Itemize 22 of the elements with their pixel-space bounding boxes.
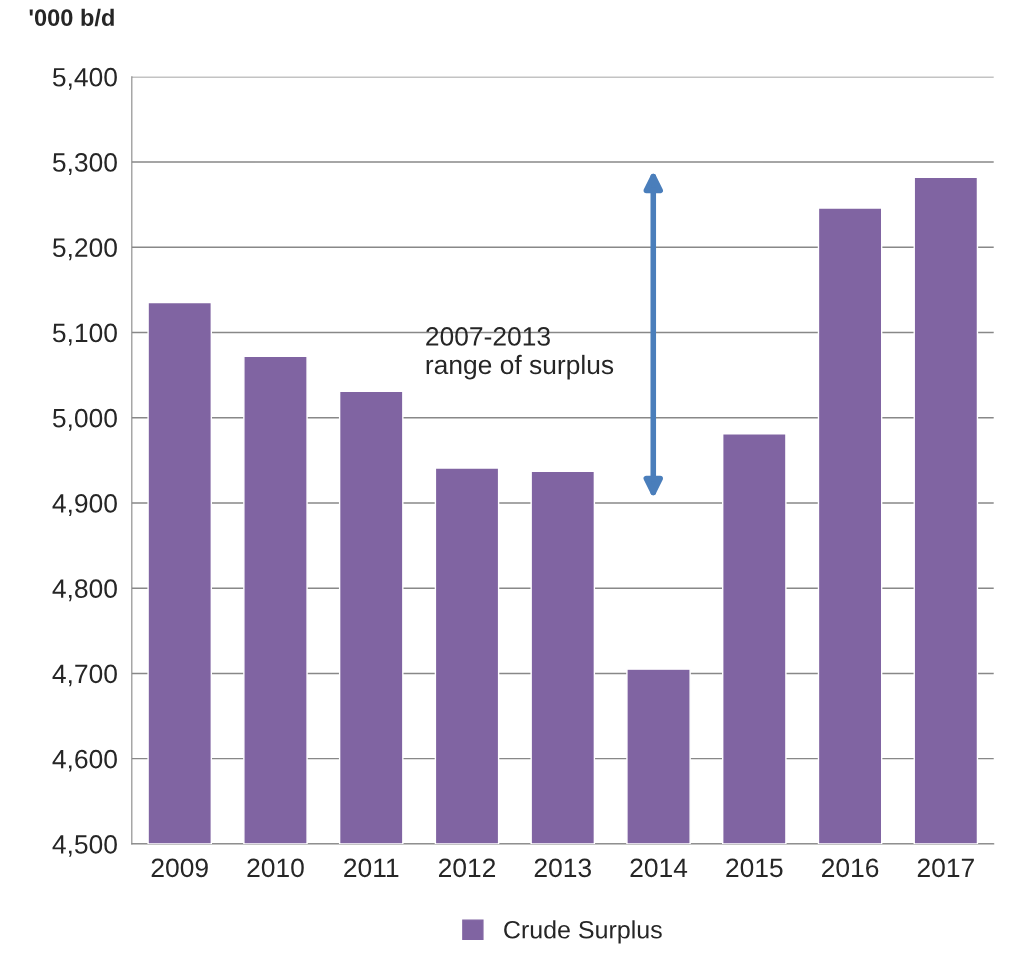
x-tick-label: 2013	[534, 858, 591, 878]
x-tick-label: 2012	[438, 858, 496, 878]
x-tick-label: 2010	[247, 858, 304, 878]
annotation: 2007-2013 range of surplus	[426, 327, 614, 380]
y-tick-label: 5,300	[52, 153, 117, 175]
y-tick-label: 4,800	[52, 579, 117, 602]
y-tick-label: 5,000	[52, 408, 117, 431]
x-tick-label: 2016	[822, 858, 879, 878]
x-tick-label: 2009	[151, 858, 208, 878]
x-tick-label: 2015	[726, 858, 783, 878]
y-tick-label: 4,500	[52, 835, 117, 857]
x-tick-label: 2011	[344, 858, 399, 878]
x-tick-label: 2017	[917, 858, 974, 878]
y-tick-label: 5,200	[52, 238, 117, 261]
y-tick-label: 4,900	[52, 494, 117, 516]
y-tick-label: 5,400	[52, 67, 117, 90]
legend-label: Crude Surplus	[504, 920, 662, 944]
x-tick-label: 2014	[630, 858, 688, 878]
y-tick-label: 4,700	[52, 664, 117, 687]
y-axis-title: '000 b/d	[29, 8, 114, 27]
y-tick-label: 5,100	[52, 323, 117, 346]
y-tick-label: 4,600	[52, 749, 117, 772]
